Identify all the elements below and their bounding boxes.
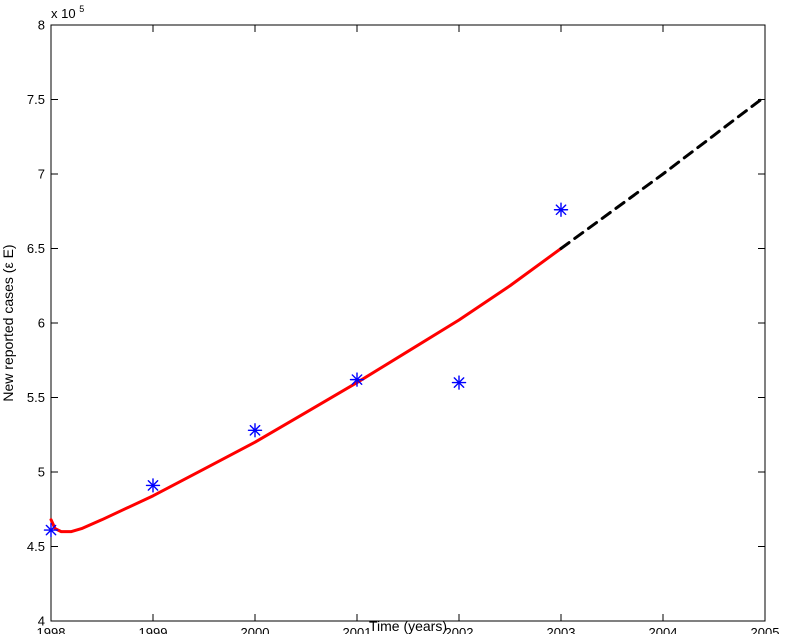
y-tick-label: 4 — [38, 614, 45, 629]
y-tick-label: 8 — [38, 18, 45, 33]
x-tick-label: 2003 — [547, 625, 576, 634]
y-tick-label: 6.5 — [27, 241, 45, 256]
y-tick-label: 7 — [38, 167, 45, 182]
data-point-asterisk-stroke — [249, 424, 261, 436]
y-axis-label: New reported cases (ε E) — [0, 244, 16, 401]
data-point-asterisk — [145, 478, 161, 493]
data-point-asterisk — [451, 375, 467, 390]
y-multiplier-label: x 10 5 — [51, 4, 84, 21]
data-point-asterisk — [553, 202, 569, 217]
data-point-asterisk-stroke — [453, 377, 465, 388]
data-point-asterisk — [43, 522, 59, 538]
plot-area — [43, 24, 767, 622]
y-tick-label: 4.5 — [27, 539, 45, 554]
data-point-asterisk-stroke — [555, 204, 567, 216]
y-tick-label: 6 — [38, 316, 45, 331]
y-multiplier-exponent: 5 — [79, 4, 84, 14]
data-point-asterisk — [247, 423, 263, 438]
data-point-asterisk — [349, 372, 365, 387]
x-tick-label: 1999 — [139, 625, 168, 634]
y-tick-label: 5 — [38, 465, 45, 480]
x-tick-label: 1998 — [37, 625, 66, 634]
y-multiplier-base: x 10 — [51, 6, 76, 21]
plot-frame — [50, 24, 766, 622]
x-tick-labels: 1998 1999 2000 2001 2002 2003 2004 2005 — [37, 625, 780, 634]
x-tick-label: 2000 — [241, 625, 270, 634]
projection-line — [559, 95, 767, 250]
ticks-layer — [50, 24, 766, 622]
y-tick-label: 5.5 — [27, 390, 45, 405]
x-axis-label: Time (years) — [369, 618, 447, 634]
data-point-asterisk-stroke — [147, 480, 159, 491]
x-tick-label: 2005 — [751, 625, 780, 634]
x-tick-label: 2002 — [445, 625, 474, 634]
series-layer — [43, 95, 767, 538]
x-tick-label: 2001 — [343, 625, 372, 634]
data-point-asterisk-stroke — [45, 524, 57, 536]
model-fit-line — [49, 247, 563, 534]
y-tick-label: 7.5 — [27, 92, 45, 107]
data-point-asterisk-stroke — [351, 374, 363, 385]
y-tick-labels: 4 4.5 5 5.5 6 6.5 7 7.5 8 — [27, 18, 45, 629]
x-tick-label: 2004 — [649, 625, 678, 634]
